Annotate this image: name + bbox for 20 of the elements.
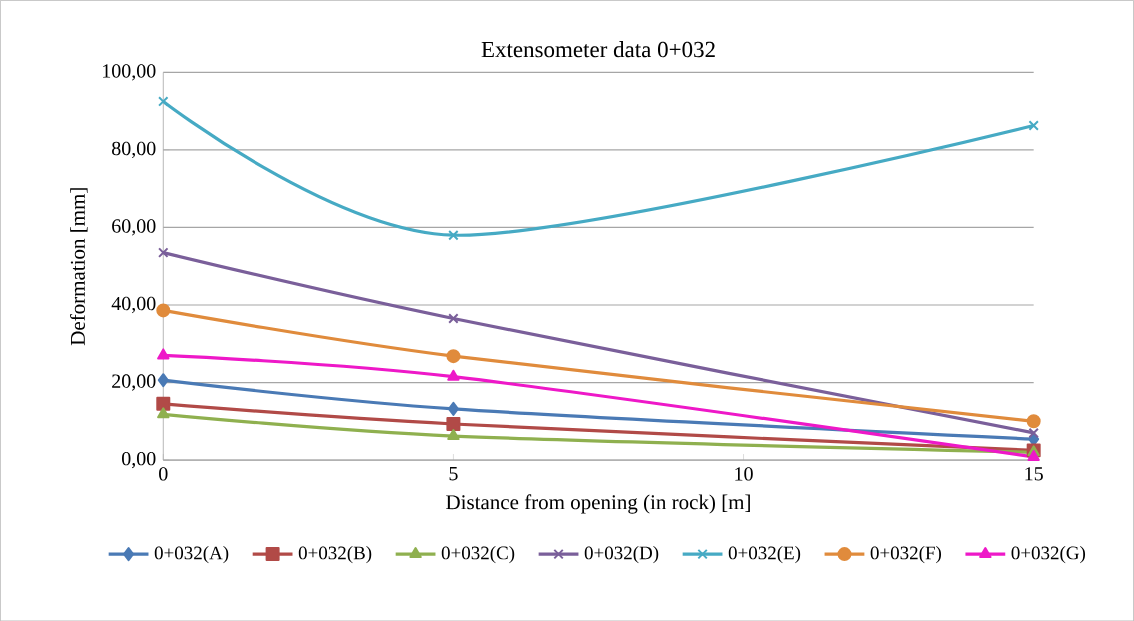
legend-label: 0+032(C)	[441, 545, 515, 564]
x-tick-label: 10	[735, 466, 753, 481]
legend-label: 0+032(F)	[870, 545, 942, 564]
legend-label: 0+032(D)	[584, 545, 659, 564]
legend-label: 0+032(A)	[154, 545, 229, 564]
y-tick-label: 0,00	[122, 451, 156, 469]
chart-title: Extensometer data 0+032	[481, 40, 715, 58]
legend-label: 0+032(G)	[1011, 545, 1086, 564]
y-tick-label: 20,00	[112, 374, 156, 391]
legend-label: 0+032(E)	[728, 545, 801, 564]
legend-label: 0+032(B)	[298, 545, 372, 564]
x-tick-label: 5	[449, 466, 458, 481]
y-tick-label: 80,00	[112, 141, 156, 158]
y-tick-label: 60,00	[112, 219, 156, 236]
y-tick-label: 100,00	[103, 63, 156, 81]
y-tick-label: 40,00	[111, 296, 156, 313]
x-tick-label: 15	[1025, 466, 1043, 481]
y-axis-title: Deformation [mm]	[69, 188, 88, 345]
x-tick-label: 0	[159, 466, 168, 481]
x-axis-title: Distance from opening (in rock) [m]	[446, 494, 750, 514]
